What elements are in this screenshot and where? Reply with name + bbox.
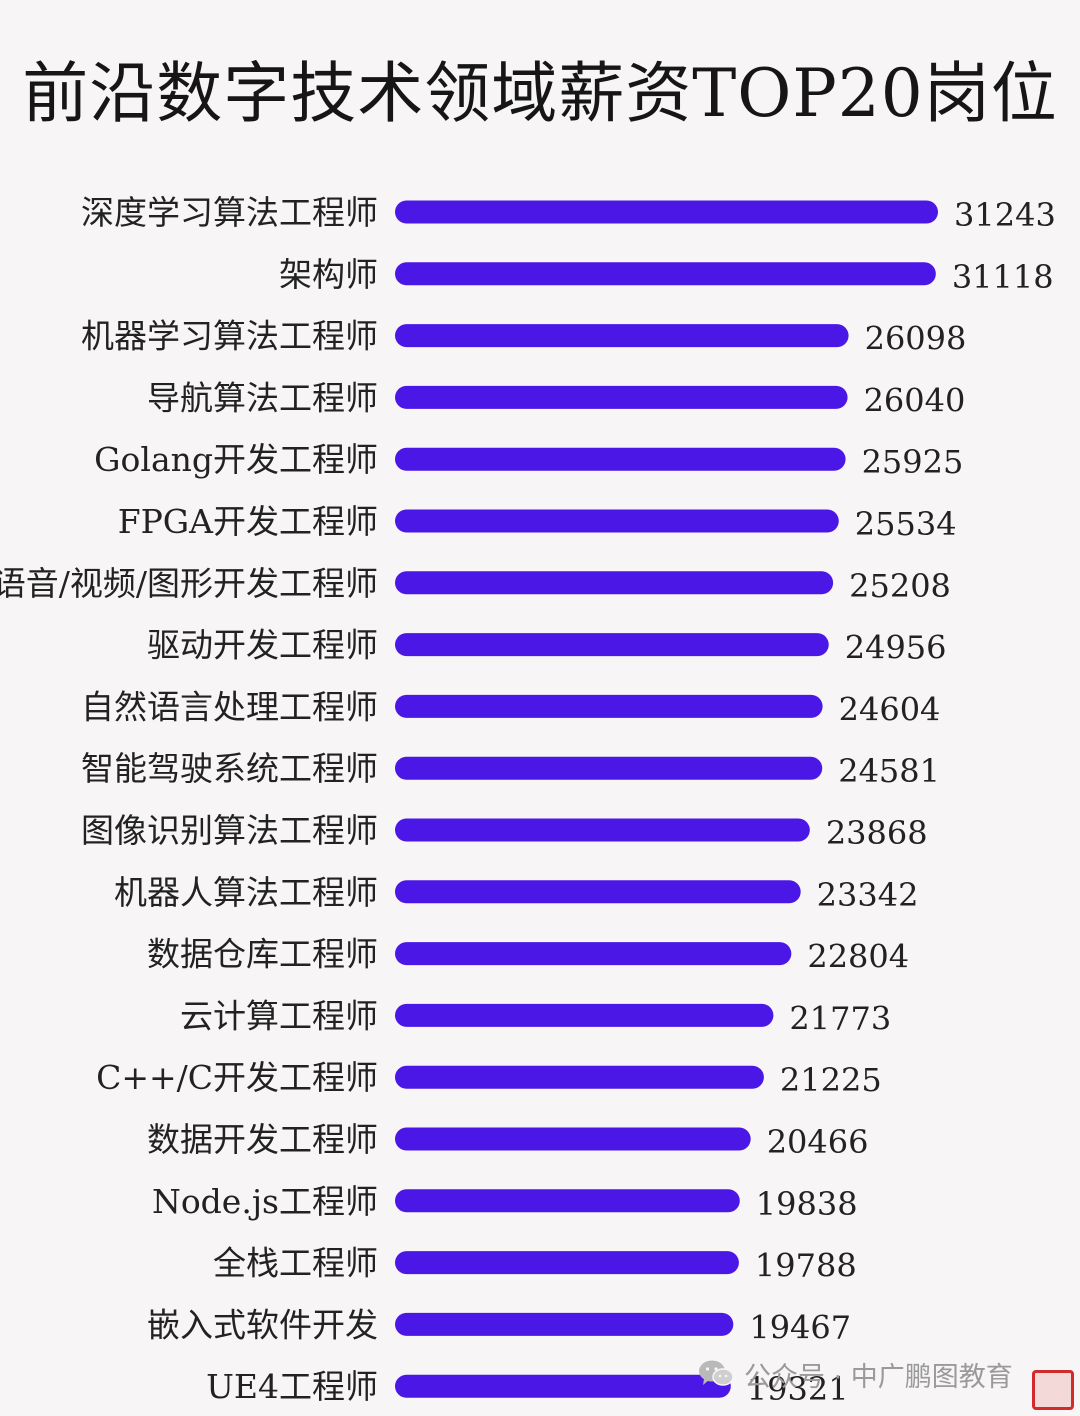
bar: [395, 1189, 740, 1213]
bar: [395, 880, 801, 904]
value-label: 24956: [845, 629, 947, 667]
bar: [395, 942, 792, 966]
value-label: 19321: [747, 1370, 849, 1408]
value-label: 21773: [789, 999, 891, 1037]
bar: [395, 1127, 751, 1151]
category-label: 机器学习算法工程师: [81, 317, 378, 356]
bar: [395, 571, 834, 595]
value-label: 22804: [807, 938, 909, 976]
value-label: 26040: [864, 381, 966, 419]
watermark-text: 公众号 · 中广鹏图教育: [744, 1361, 1013, 1393]
category-label: 全栈工程师: [213, 1244, 378, 1283]
bar: [395, 447, 846, 471]
bar: [395, 633, 829, 657]
value-label: 25925: [862, 443, 964, 481]
value-label: 19788: [755, 1247, 857, 1285]
value-label: 19838: [756, 1185, 858, 1223]
category-label: 驱动开发工程师: [147, 626, 378, 665]
bar: [395, 694, 823, 718]
category-label: 机器人算法工程师: [114, 873, 378, 912]
category-label: 自然语言处理工程师: [81, 687, 378, 726]
category-label: FPGA开发工程师: [118, 502, 378, 541]
value-label: 23868: [826, 814, 928, 852]
value-label: 23342: [817, 876, 919, 914]
chart-title: 前沿数字技术领域薪资TOP20岗位: [22, 55, 1058, 132]
bar: [395, 1251, 739, 1275]
category-label: 语音/视频/图形开发工程师: [0, 564, 378, 603]
bar: [395, 200, 938, 224]
value-label: 31118: [952, 258, 1054, 296]
value-label: 31243: [954, 196, 1056, 234]
category-label: 云计算工程师: [180, 996, 378, 1035]
value-label: 25534: [855, 505, 957, 543]
bar: [395, 385, 848, 409]
category-label: 数据仓库工程师: [147, 935, 378, 974]
bar: [395, 756, 823, 780]
value-label: 20466: [767, 1123, 869, 1161]
category-label: 图像识别算法工程师: [81, 811, 378, 850]
bar: [395, 818, 810, 842]
category-label: 数据开发工程师: [147, 1120, 378, 1159]
category-label: 智能驾驶系统工程师: [81, 749, 378, 788]
category-label: 嵌入式软件开发: [147, 1305, 378, 1344]
category-label: UE4工程师: [206, 1367, 378, 1406]
category-label: 导航算法工程师: [147, 378, 378, 417]
category-label: 架构师: [279, 255, 378, 294]
category-label: 深度学习算法工程师: [81, 193, 378, 232]
bar: [395, 509, 839, 533]
watermark: 公众号 · 中广鹏图教育: [698, 1352, 1013, 1396]
bar: [395, 1065, 764, 1089]
bar: [395, 1003, 774, 1027]
category-label: C++/C开发工程师: [96, 1058, 378, 1097]
category-label: Node.js工程师: [152, 1182, 378, 1221]
wechat-icon: [699, 1360, 734, 1386]
value-label: 19467: [749, 1308, 851, 1346]
value-label: 24604: [839, 690, 941, 728]
value-label: 25208: [849, 567, 951, 605]
bar: [395, 1374, 731, 1398]
red-seal-stamp: [1032, 1370, 1074, 1410]
category-label: Golang开发工程师: [94, 440, 378, 479]
value-label: 24581: [838, 752, 940, 790]
value-label: 26098: [865, 320, 967, 358]
bar: [395, 1312, 734, 1336]
value-label: 21225: [780, 1061, 882, 1099]
bar: [395, 262, 936, 286]
bar: [395, 324, 849, 348]
